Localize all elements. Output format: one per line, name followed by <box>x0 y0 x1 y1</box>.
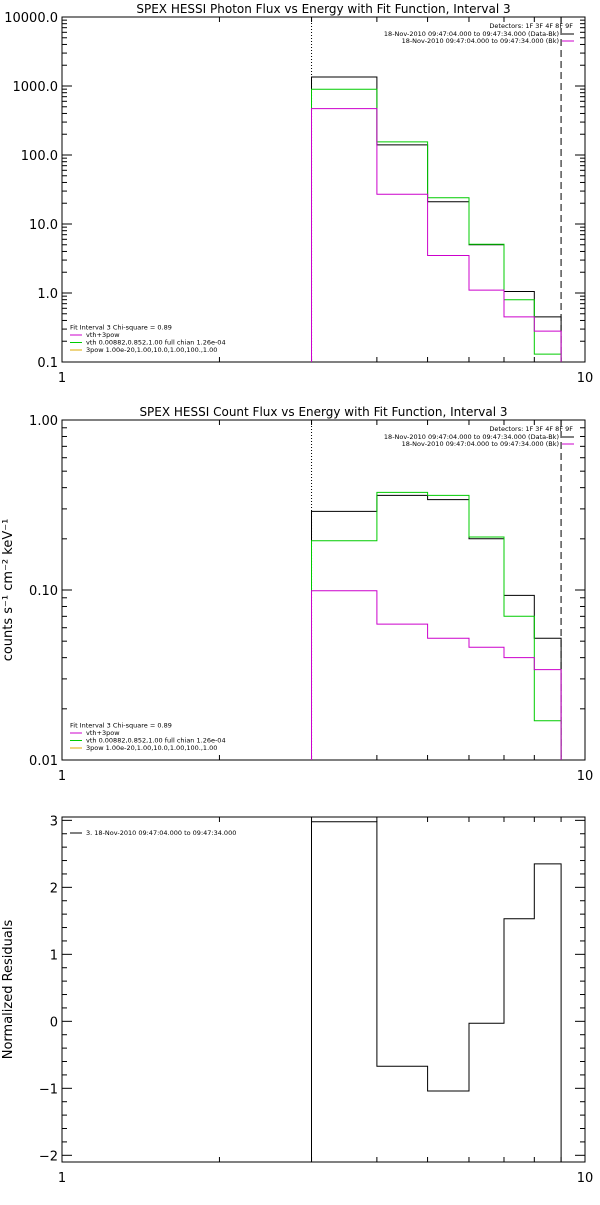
legend-right-item: 18-Nov-2010 09:47:04.000 to 09:47:34.000… <box>402 37 559 45</box>
y-tick-label: 10.0 <box>29 218 58 233</box>
plot-frame <box>61 16 586 363</box>
chart-count: SPEX HESSI Count Flux vs Energy with Fit… <box>1 405 593 784</box>
legend-left-item: vth+3pow <box>86 331 120 339</box>
legend-left-item: 3. 18-Nov-2010 09:47:04.000 to 09:47:34.… <box>86 829 236 837</box>
y-tick-label: 10000.0 <box>4 11 58 26</box>
y-tick-label: 2 <box>50 881 58 896</box>
series-1-line <box>311 88 562 362</box>
y-tick-label: 1.00 <box>29 414 58 429</box>
series-2-line <box>311 590 562 760</box>
y-tick-label: 0.1 <box>37 356 58 371</box>
detectors-label: Detectors: 1F 3F 4F 8F 9F <box>489 425 573 433</box>
chart-title: SPEX HESSI Count Flux vs Energy with Fit… <box>139 405 507 419</box>
x-tick-label: 10 <box>577 371 594 386</box>
chart-residuals: 1 10 −2 −1 0 1 2 3 Normalized Residuals 3. 18-Nov… <box>1 814 593 1186</box>
y-tick-label: 1000.0 <box>13 80 59 95</box>
y-tick-label: 1 <box>50 948 58 963</box>
plot-frame <box>61 816 586 1163</box>
legend-right-item: 18-Nov-2010 09:47:04.000 to 09:47:34.000… <box>384 30 559 38</box>
fit-chi-square-label: Fit Interval 3 Chi-square = 0.89 <box>70 722 172 730</box>
y-axis-label: counts s⁻¹ cm⁻² keV⁻¹ <box>1 519 16 662</box>
chart-photon: SPEX HESSI Photon Flux vs Energy with Fi… <box>4 2 593 386</box>
y-tick-label: 1.0 <box>37 287 58 302</box>
x-tick-label: 1 <box>58 769 66 784</box>
series-2-line <box>311 108 562 362</box>
y-tick-label: 3 <box>50 814 58 829</box>
detectors-label: Detectors: 1F 3F 4F 8F 9F <box>489 22 573 30</box>
series-0-line <box>311 76 562 362</box>
legend-right-item: 18-Nov-2010 09:47:04.000 to 09:47:34.000… <box>402 440 559 448</box>
y-tick-label: 0.01 <box>29 754 58 769</box>
y-tick-label: 100.0 <box>21 149 58 164</box>
y-tick-label: 0 <box>50 1015 58 1030</box>
legend-right-item: 18-Nov-2010 09:47:04.000 to 09:47:34.000… <box>384 433 559 441</box>
series-1-line <box>311 491 562 760</box>
legend-left-item: vth 0.00882,0.852,1.00 full chian 1.26e-… <box>86 737 226 745</box>
x-tick-label: 1 <box>58 1171 66 1186</box>
x-tick-label: 10 <box>577 1171 594 1186</box>
y-axis-label: Normalized Residuals <box>1 920 16 1060</box>
legend-left-item: vth+3pow <box>86 729 120 737</box>
x-tick-label: 1 <box>58 371 66 386</box>
chart-title: SPEX HESSI Photon Flux vs Energy with Fi… <box>136 2 510 16</box>
series-0-line <box>311 494 562 760</box>
fit-chi-square-label: Fit Interval 3 Chi-square = 0.89 <box>70 324 172 332</box>
y-tick-label: −2 <box>39 1149 58 1164</box>
legend-left-item: vth 0.00882,0.852,1.00 full chian 1.26e-… <box>86 339 226 347</box>
legend-left-item: 3pow 1.00e-20,1.00,10.0,1.00,100.,1.00 <box>86 346 217 354</box>
x-tick-label: 10 <box>577 769 594 784</box>
series-0-line <box>311 821 562 1162</box>
y-tick-label: −1 <box>39 1082 58 1097</box>
legend-left-item: 3pow 1.00e-20,1.00,10.0,1.00,100.,1.00 <box>86 744 217 752</box>
y-tick-label: 0.10 <box>29 584 58 599</box>
plot-frame <box>61 419 586 761</box>
